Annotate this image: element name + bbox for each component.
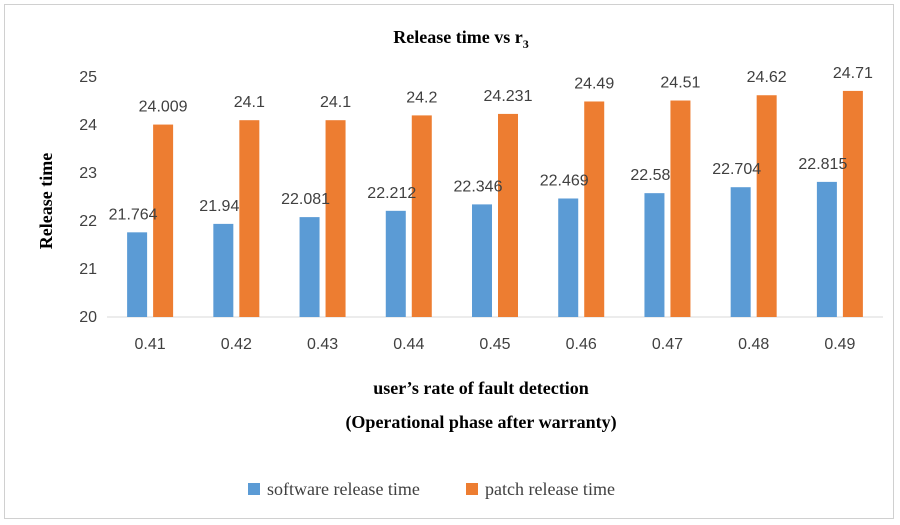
y-axis-ticks: 20 21 22 23 24 25 <box>79 69 97 326</box>
y-tick-label: 23 <box>79 165 97 182</box>
legend-label-patch: patch release time <box>485 479 615 499</box>
x-axis-label-line1: user’s rate of fault detection <box>373 378 589 398</box>
x-tick-label: 0.47 <box>652 336 683 353</box>
bars <box>127 90 863 318</box>
chart-title: Release time vs r3 <box>393 27 528 51</box>
x-tick-label: 0.45 <box>479 336 510 353</box>
data-label-patch: 24.71 <box>833 65 873 82</box>
data-label-patch: 24.009 <box>139 99 188 116</box>
bar-patch-release <box>239 120 260 317</box>
data-label-patch: 24.49 <box>574 75 614 92</box>
legend-swatch-software <box>248 483 260 495</box>
bar-patch-release <box>842 90 863 317</box>
x-tick-label: 0.48 <box>738 336 769 353</box>
bar-patch-release <box>670 100 691 318</box>
y-tick-label: 24 <box>79 117 97 134</box>
x-tick-label: 0.41 <box>135 336 166 353</box>
bar-software-release <box>385 210 406 317</box>
legend-label-software: software release time <box>267 479 420 499</box>
y-tick-label: 25 <box>79 69 97 86</box>
data-label-patch: 24.62 <box>747 69 787 86</box>
bar-software-release <box>644 193 665 317</box>
data-label-software: 22.469 <box>540 172 589 189</box>
data-label-software: 22.704 <box>712 161 761 178</box>
x-tick-label: 0.49 <box>824 336 855 353</box>
x-axis-label-line2: (Operational phase after warranty) <box>345 412 616 433</box>
bar-patch-release <box>153 124 174 318</box>
y-tick-label: 21 <box>79 261 97 278</box>
legend-swatch-patch <box>466 483 478 495</box>
data-label-patch: 24.1 <box>234 94 265 111</box>
x-axis-ticks: 0.41 0.42 0.43 0.44 0.45 0.46 0.47 0.48 0.49 <box>135 336 856 353</box>
bar-patch-release <box>498 113 518 317</box>
data-label-patch: 24.231 <box>484 88 533 105</box>
data-label-software: 22.58 <box>630 167 670 184</box>
bar-patch-release <box>325 120 346 317</box>
data-label-patch: 24.2 <box>406 89 437 106</box>
bar-software-release <box>127 232 148 317</box>
data-label-software: 22.081 <box>281 191 330 208</box>
chart: Release time vs r3 Release time 20 21 22 23… <box>36 27 883 499</box>
bar-software-release <box>299 217 320 317</box>
data-label-software: 22.346 <box>454 178 503 195</box>
bar-software-release <box>816 181 837 317</box>
legend: software release time patch release time <box>248 479 615 499</box>
bar-software-release <box>730 187 751 317</box>
bar-software-release <box>558 198 579 317</box>
bar-software-release <box>213 223 234 317</box>
data-label-patch: 24.51 <box>660 75 700 92</box>
bar-software-release <box>472 204 492 317</box>
y-tick-label: 22 <box>79 213 97 230</box>
chart-title-subscript: 3 <box>523 37 529 51</box>
data-label-software: 21.94 <box>199 198 239 215</box>
x-tick-label: 0.43 <box>307 336 338 353</box>
data-label-software: 21.764 <box>109 206 158 223</box>
x-tick-label: 0.42 <box>221 336 252 353</box>
data-label-software: 22.815 <box>798 156 847 173</box>
data-label-patch: 24.1 <box>320 94 351 111</box>
y-tick-label: 20 <box>79 309 97 326</box>
bar-patch-release <box>411 115 432 318</box>
data-labels: 21.764 24.009 21.94 24.1 22.081 24.1 22.212 24.… <box>109 65 873 223</box>
x-tick-label: 0.44 <box>393 336 424 353</box>
x-tick-label: 0.46 <box>566 336 597 353</box>
y-axis-label: Release time <box>36 153 56 249</box>
chart-frame: Release time vs r3 Release time 20 21 22 23… <box>4 4 894 519</box>
bar-patch-release <box>756 95 777 318</box>
bar-patch-release <box>584 101 605 317</box>
data-label-software: 22.212 <box>367 185 416 202</box>
